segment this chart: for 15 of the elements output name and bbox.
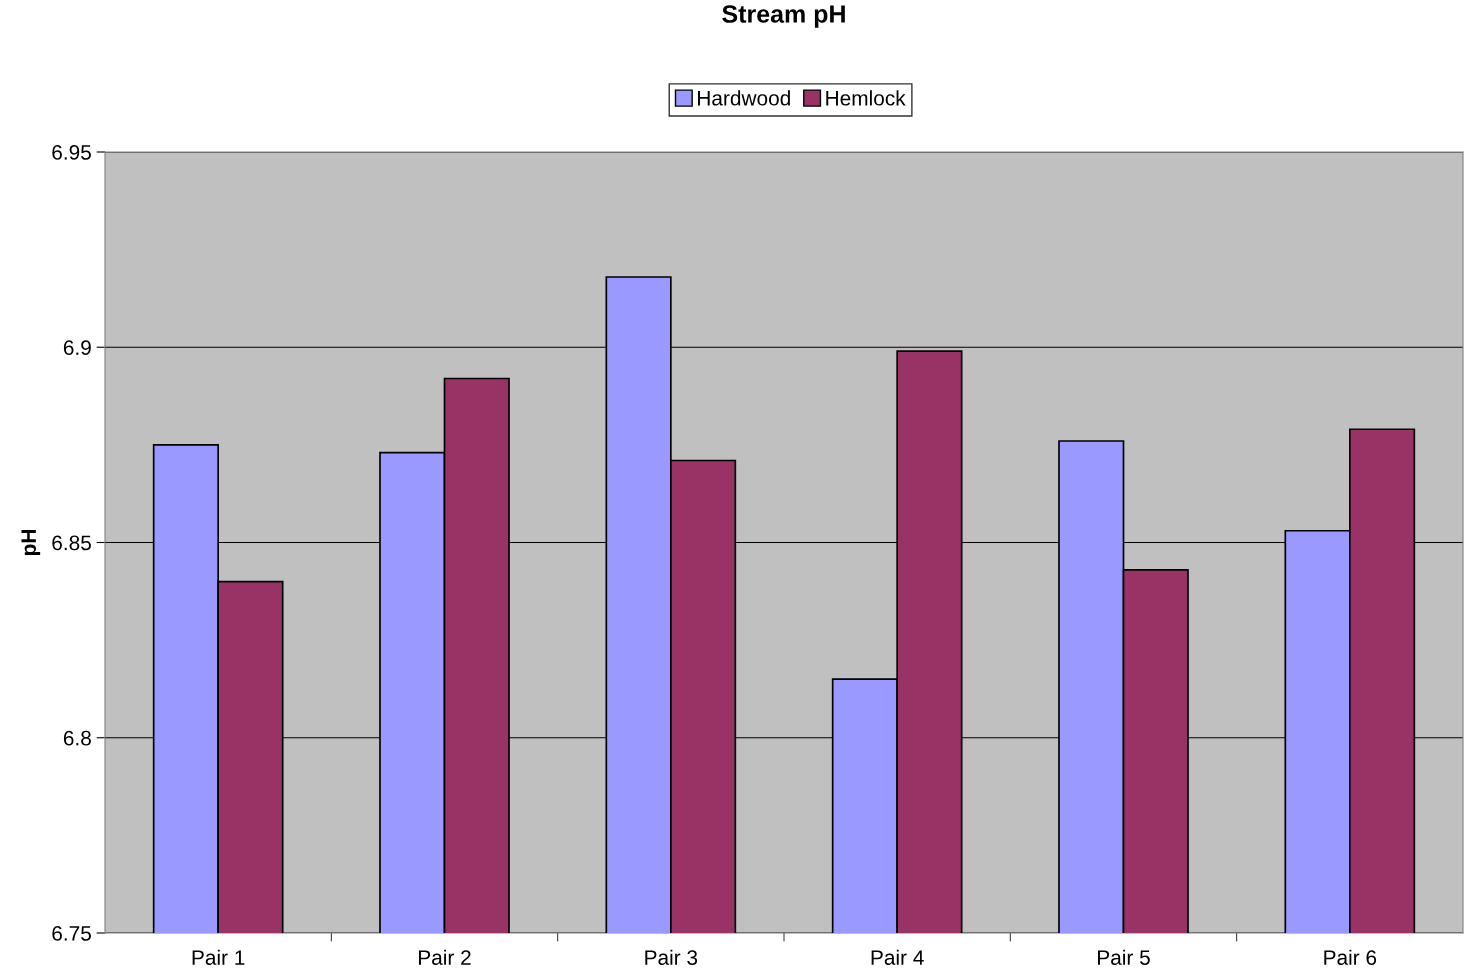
- chart-title: Stream pH: [722, 5, 845, 28]
- x-tick-label: Pair 5: [1098, 949, 1150, 965]
- x-tick-label: Pair 4: [871, 949, 924, 965]
- x-tick-label: Pair 3: [645, 949, 698, 965]
- x-tick-label: Pair 6: [1324, 949, 1377, 965]
- legend-label: Hardwood: [698, 90, 790, 106]
- x-tick-label: Pair 1: [192, 949, 245, 965]
- y-tick-label: 6.9: [63, 340, 91, 355]
- legend-label: Hemlock: [826, 90, 906, 106]
- y-tick-label: 6.95: [52, 145, 91, 160]
- y-tick-label: 6.8: [63, 730, 91, 746]
- x-tick-label: Pair 2: [419, 949, 471, 965]
- y-tick-label: 6.85: [52, 535, 91, 551]
- y-tick-label: 6.75: [52, 926, 91, 941]
- y-axis-title: pH: [21, 530, 41, 556]
